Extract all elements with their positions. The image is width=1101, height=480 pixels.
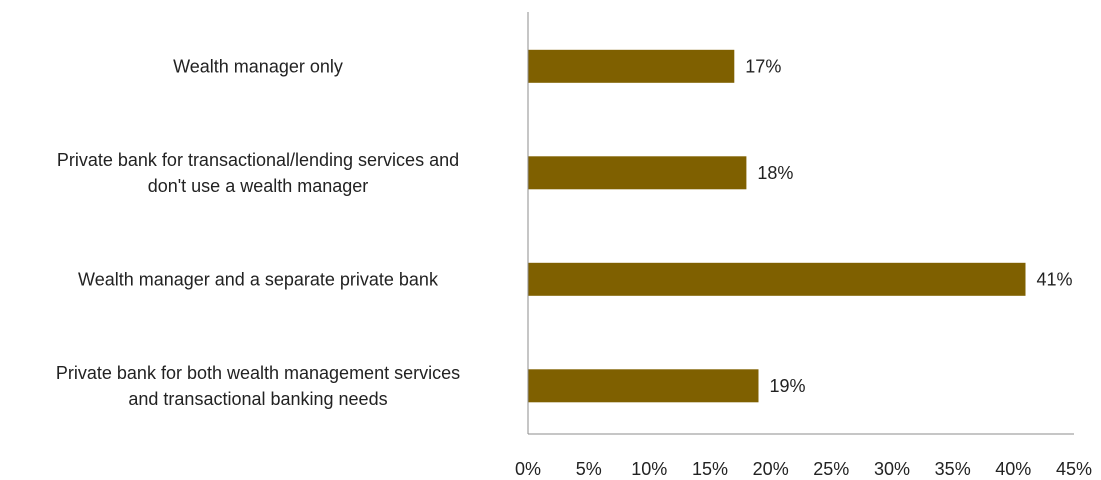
x-tick-label-9: 40%: [995, 459, 1031, 479]
category-label-2-line-1: Private bank for transactional/lending s…: [57, 150, 459, 170]
x-tick-label-8: 35%: [935, 459, 971, 479]
x-tick-label-10: 45%: [1056, 459, 1092, 479]
x-tick-label-4: 15%: [692, 459, 728, 479]
bar-2: [528, 156, 747, 190]
data-label-2: 18%: [757, 163, 793, 183]
category-label-1: Wealth manager only: [173, 56, 343, 76]
x-tick-label-5: 20%: [753, 459, 789, 479]
category-label-1-line-1: Wealth manager only: [173, 56, 343, 76]
x-tick-label-2: 5%: [576, 459, 602, 479]
category-label-4-line-1: Private bank for both wealth management …: [56, 363, 460, 383]
x-tick-label-7: 30%: [874, 459, 910, 479]
category-label-2-line-2: don't use a wealth manager: [148, 176, 369, 196]
axes-layer: [527, 12, 1074, 435]
bar-3: [528, 262, 1026, 296]
x-tick-label-6: 25%: [813, 459, 849, 479]
category-label-4: Private bank for both wealth management …: [56, 363, 460, 409]
x-tick-label-1: 0%: [515, 459, 541, 479]
data-label-4: 19%: [770, 376, 806, 396]
bar-4: [528, 369, 759, 403]
labels-layer: 17% Wealth manager only 18% Private bank fo…: [56, 56, 1092, 479]
bars-layer: [528, 49, 1026, 403]
category-label-2: Private bank for transactional/lending s…: [57, 150, 459, 196]
category-label-3-line-1: Wealth manager and a separate private ba…: [78, 269, 439, 289]
bar-1: [528, 49, 735, 83]
category-label-3: Wealth manager and a separate private ba…: [78, 269, 439, 289]
data-label-1: 17%: [745, 56, 781, 76]
category-label-4-line-2: and transactional banking needs: [128, 389, 387, 409]
x-tick-label-3: 10%: [631, 459, 667, 479]
data-label-3: 41%: [1037, 269, 1073, 289]
